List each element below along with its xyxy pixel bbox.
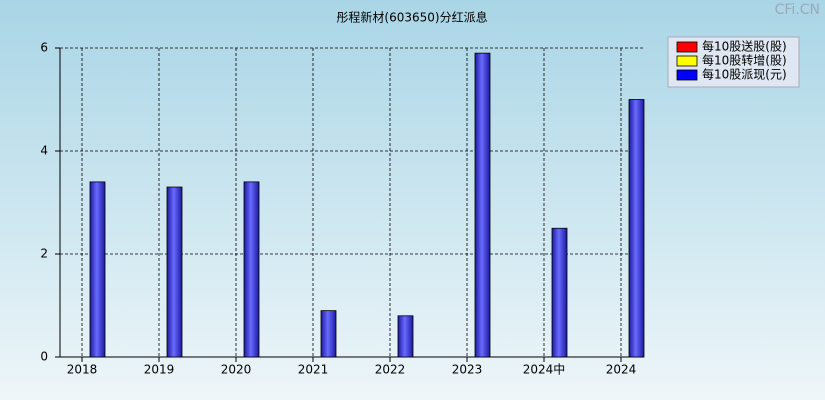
x-tick-label: 2022 — [375, 363, 406, 377]
legend-label: 每10股送股(股) — [702, 39, 787, 54]
bar — [89, 181, 106, 358]
legend-swatch — [676, 41, 698, 53]
watermark: CFi.CN — [775, 2, 820, 18]
x-tick-label: 2019 — [144, 363, 175, 377]
y-tick-label: 4 — [40, 144, 48, 158]
legend-swatch — [676, 69, 698, 81]
bar — [474, 52, 491, 358]
bar — [320, 310, 337, 358]
x-tick-label: 2021 — [298, 363, 329, 377]
bar — [166, 186, 183, 358]
legend-label: 每10股转增(股) — [702, 53, 787, 68]
bar — [243, 181, 260, 358]
bar — [628, 99, 645, 358]
x-tick-label: 2024中 — [523, 362, 566, 377]
x-tick-label: 2023 — [452, 363, 483, 377]
legend-swatch — [676, 55, 698, 67]
legend-label: 每10股派现(元) — [702, 67, 787, 82]
x-tick-label: 2024 — [606, 363, 637, 377]
x-tick-label: 2020 — [221, 363, 252, 377]
y-tick-label: 6 — [40, 41, 48, 55]
x-tick-label: 2018 — [67, 363, 98, 377]
y-tick-label: 0 — [40, 350, 48, 364]
chart-title: 彤程新材(603650)分红派息 — [336, 10, 487, 25]
y-tick-label: 2 — [40, 247, 48, 261]
bar — [397, 315, 414, 358]
bar — [551, 227, 568, 358]
